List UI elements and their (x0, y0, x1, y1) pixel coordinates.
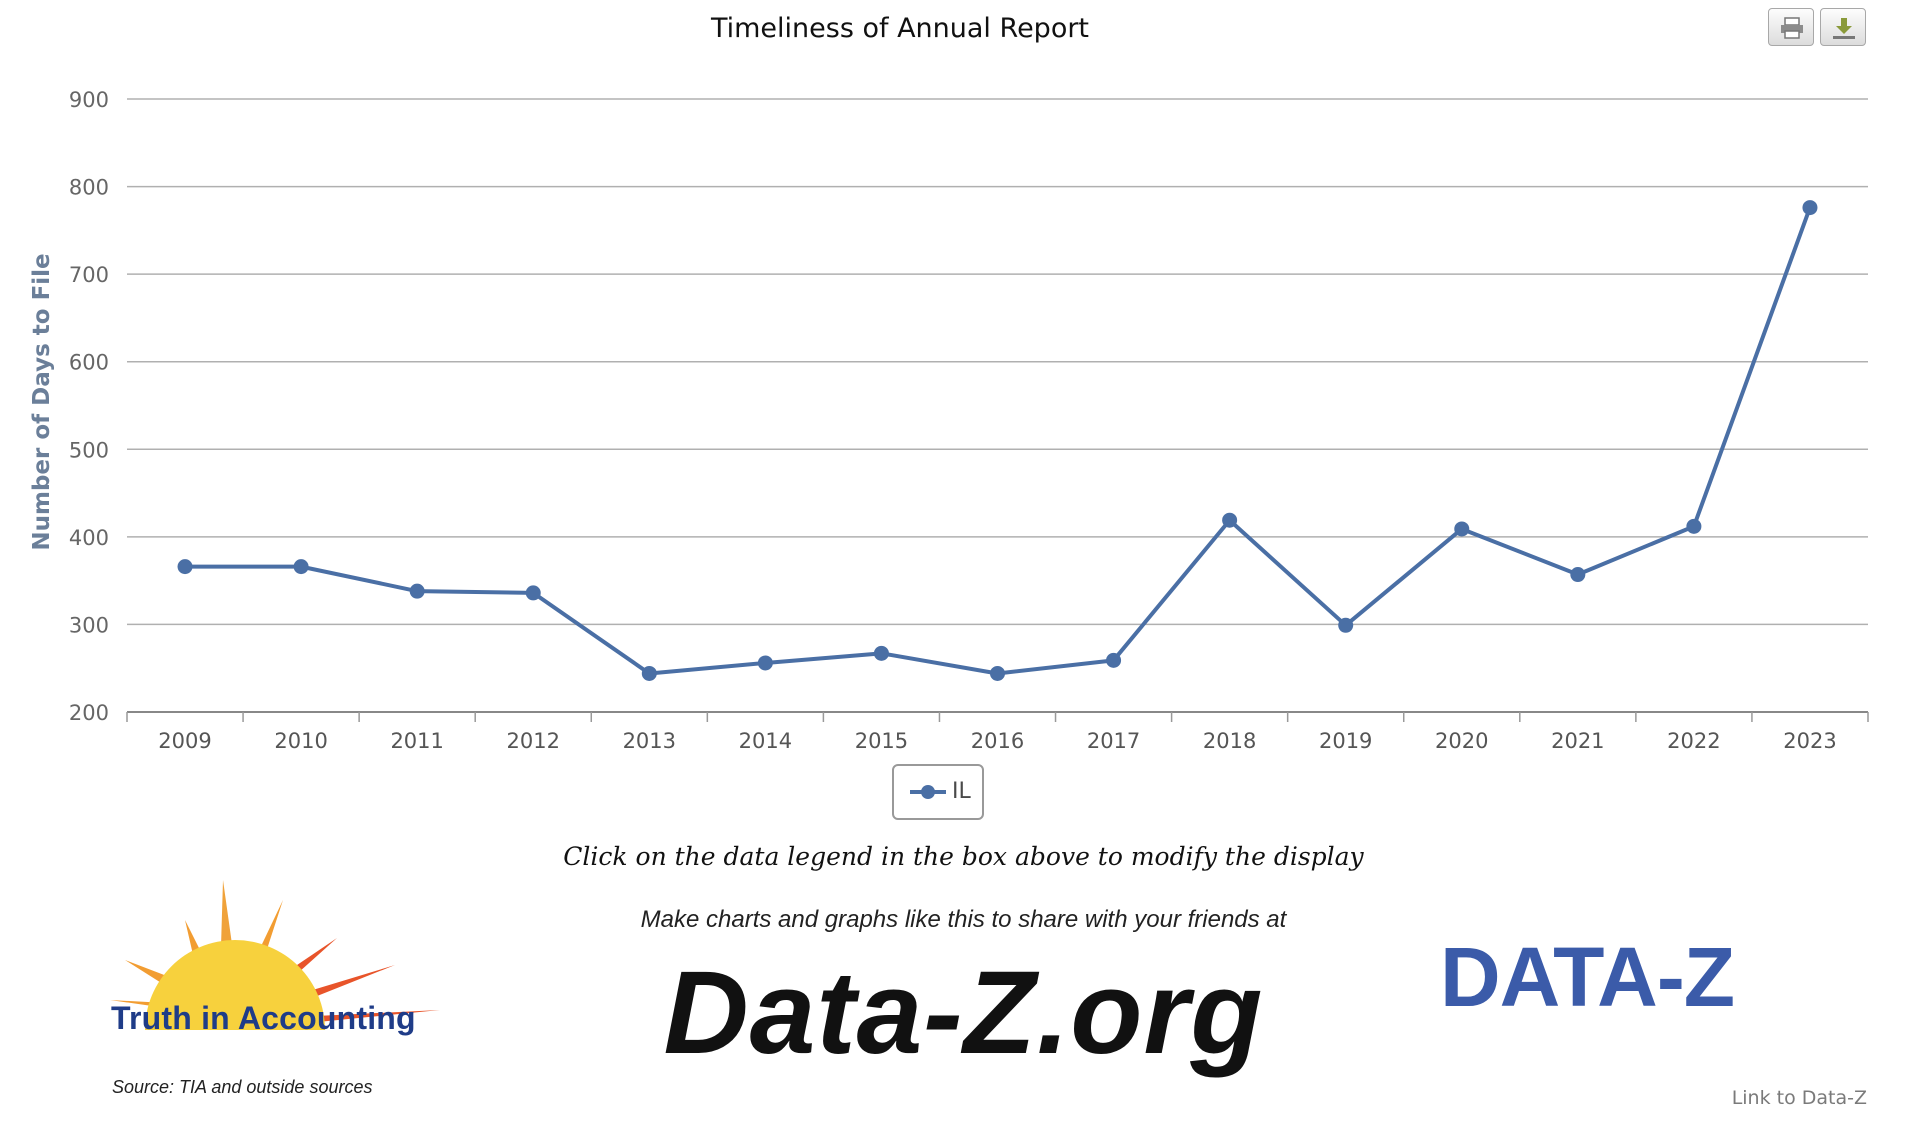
print-button[interactable] (1768, 8, 1814, 46)
x-tick-label: 2011 (390, 729, 443, 753)
x-tick-label: 2010 (274, 729, 327, 753)
promo-text: Make charts and graphs like this to shar… (640, 906, 1287, 933)
x-tick-label: 2019 (1319, 729, 1372, 753)
y-tick-label: 900 (69, 88, 109, 112)
data-point (293, 559, 309, 575)
data-point (1570, 567, 1586, 583)
x-tick-label: 2021 (1551, 729, 1604, 753)
printer-icon (1781, 17, 1803, 39)
link-to-data-z[interactable]: Link to Data-Z (1731, 1087, 1867, 1109)
x-tick-label: 2015 (855, 729, 908, 753)
x-tick-label: 2014 (739, 729, 792, 753)
data-point (641, 665, 657, 681)
truth-in-accounting-logo-text: Truth in Accounting (111, 1000, 416, 1036)
series-line-il (185, 206, 1812, 676)
truth-in-accounting-logo (110, 880, 440, 1030)
x-tick-label: 2018 (1203, 729, 1256, 753)
data-point (1802, 200, 1818, 216)
line-chart: Timeliness of Annual Report 200 300 400 500… (29, 13, 1869, 753)
chart-title: Timeliness of Annual Report (710, 13, 1089, 44)
y-axis-label: Number of Days to File (29, 253, 55, 550)
x-tick-label: 2023 (1783, 729, 1836, 753)
legend-line-marker-icon (910, 785, 946, 799)
data-point (1106, 652, 1122, 668)
y-tick-label: 500 (69, 438, 109, 462)
y-tick-label: 200 (69, 701, 109, 725)
x-tick-label: 2012 (507, 729, 560, 753)
y-tick-label: 800 (69, 176, 109, 200)
data-point (1338, 617, 1354, 633)
download-icon (1833, 18, 1855, 39)
y-tick-label: 700 (69, 263, 109, 287)
source-note: Source: TIA and outside sources (112, 1077, 373, 1097)
data-point (1454, 521, 1470, 537)
x-tick-label: 2009 (158, 729, 211, 753)
data-point (409, 583, 425, 599)
data-point (177, 559, 193, 575)
x-tick-label: 2013 (623, 729, 676, 753)
x-tick-label: 2022 (1667, 729, 1720, 753)
data-z-logo[interactable]: DATA-Z (1440, 930, 1820, 1024)
data-point (1686, 518, 1702, 534)
x-tick-label: 2020 (1435, 729, 1488, 753)
data-point (990, 665, 1005, 681)
legend-label: IL (952, 779, 971, 804)
x-tick-label: 2016 (971, 729, 1024, 753)
x-tick-label: 2017 (1087, 729, 1140, 753)
data-z-org-link[interactable]: Data-Z.org (663, 947, 1264, 1079)
legend-item-il[interactable]: IL (892, 764, 984, 820)
legend-hint-text: Click on the data legend in the box abov… (563, 842, 1364, 871)
y-tick-label: 400 (69, 526, 109, 550)
download-button[interactable] (1820, 8, 1866, 46)
data-point (757, 655, 773, 671)
data-point (1222, 512, 1238, 528)
data-z-logo-text: DATA-Z (1440, 930, 1735, 1024)
y-tick-label: 600 (69, 351, 109, 375)
data-point (525, 585, 541, 601)
y-tick-label: 300 (69, 613, 109, 637)
data-point (873, 645, 889, 661)
